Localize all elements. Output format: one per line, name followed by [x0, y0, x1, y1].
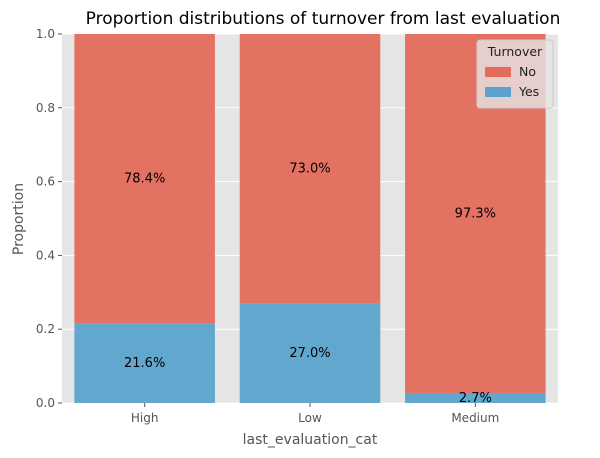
data-label: 21.6% [124, 356, 165, 371]
data-label: 78.4% [124, 172, 165, 187]
legend-title: Turnover [487, 44, 543, 59]
y-tick-label: 0.0 [36, 396, 55, 410]
x-tick-label: High [131, 411, 159, 425]
bar-yes-high [74, 323, 215, 403]
y-tick-label: 0.2 [36, 322, 55, 336]
x-axis: High Low Medium [131, 403, 499, 425]
y-axis: 0.0 0.2 0.4 0.6 0.8 1.0 [36, 27, 62, 410]
y-tick-label: 1.0 [36, 27, 55, 41]
y-tick-label: 0.6 [36, 175, 55, 189]
bar-yes-medium [405, 393, 546, 403]
bar-no-high [74, 34, 215, 324]
data-label: 73.0% [289, 162, 330, 177]
y-tick-label: 0.8 [36, 101, 55, 115]
chart-title: Proportion distributions of turnover fro… [86, 9, 561, 29]
x-tick-label: Low [298, 411, 322, 425]
y-tick-label: 0.4 [36, 248, 55, 262]
bar-yes-low [239, 303, 381, 403]
data-label: 27.0% [289, 346, 330, 361]
bars [74, 34, 546, 403]
x-tick-label: Medium [451, 411, 499, 425]
legend-label-yes: Yes [518, 84, 539, 99]
data-labels: 21.6% 78.4% 27.0% 73.0% 2.7% 97.3% [124, 162, 496, 406]
data-label: 2.7% [459, 391, 492, 406]
x-axis-label: last_evaluation_cat [243, 432, 378, 448]
y-axis-label: Proportion [11, 183, 27, 255]
legend-label-no: No [519, 64, 536, 79]
bar-no-low [239, 34, 381, 304]
legend-swatch-no [485, 67, 511, 77]
legend-swatch-yes [485, 87, 511, 97]
legend: Turnover No Yes [476, 39, 554, 109]
data-label: 97.3% [455, 207, 496, 222]
